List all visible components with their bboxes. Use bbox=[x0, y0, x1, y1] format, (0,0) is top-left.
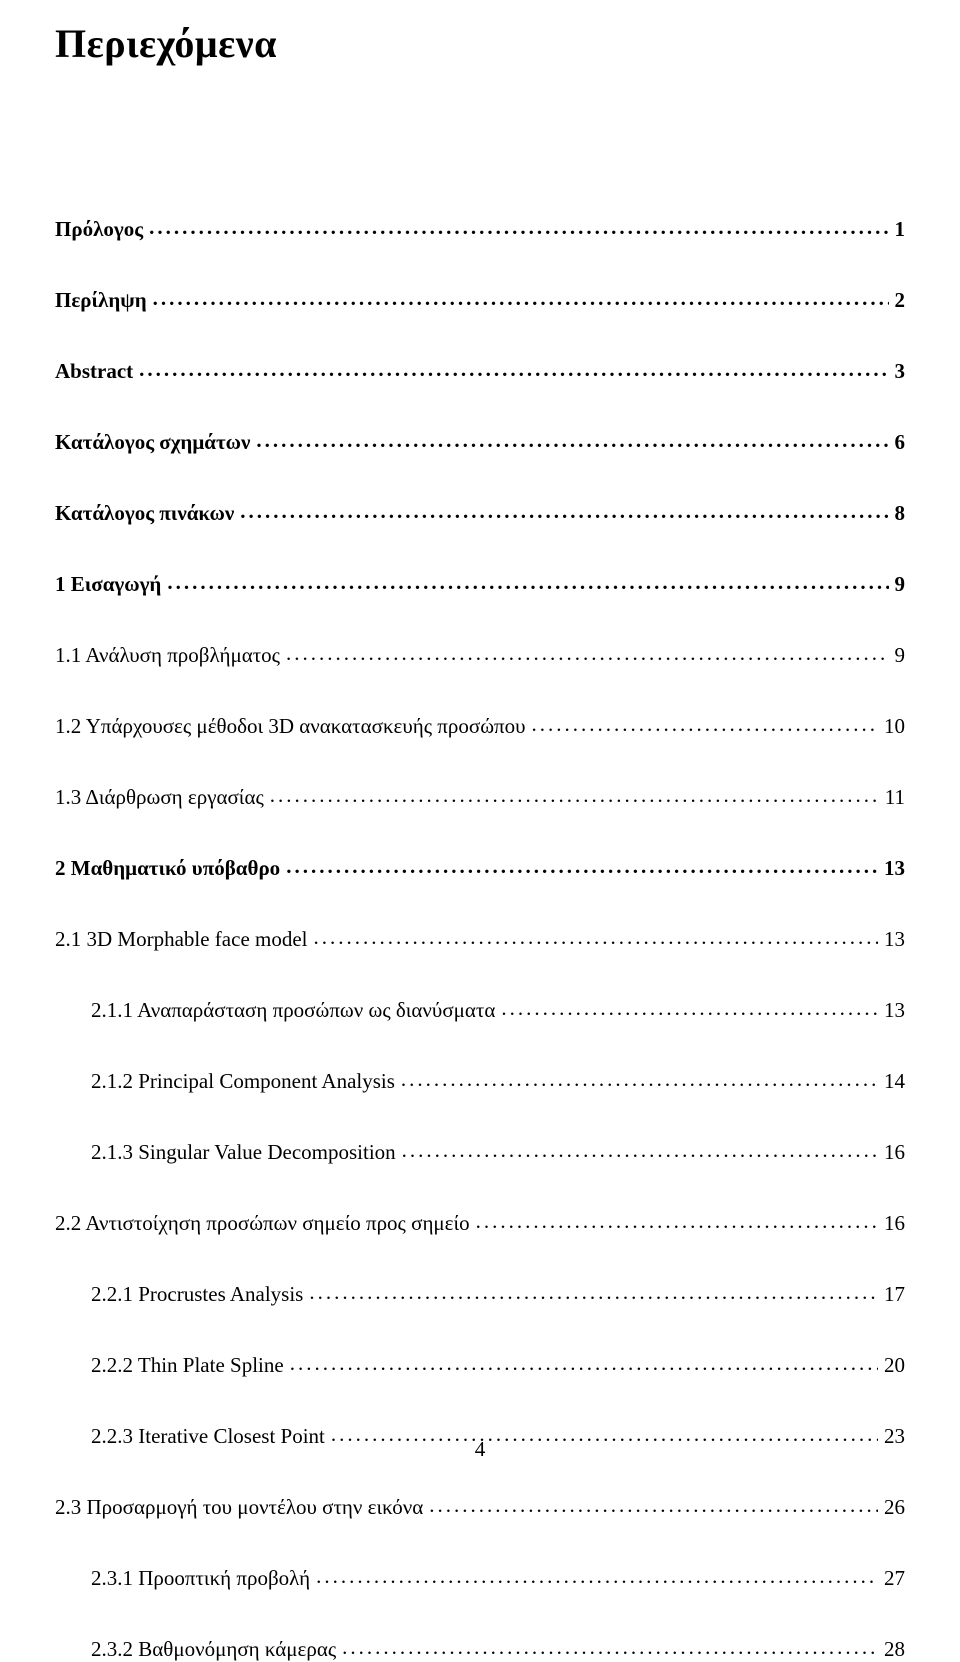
toc-row: Abstract 3 bbox=[55, 359, 905, 384]
toc-row: 2.2.2 Thin Plate Spline 20 bbox=[91, 1353, 905, 1378]
toc-row: 2.3.1 Προοπτική προβολή 27 bbox=[91, 1566, 905, 1591]
toc-leader-dots bbox=[401, 1067, 878, 1092]
toc-entry-page: 9 bbox=[895, 572, 906, 597]
toc-row: Κατάλογος πινάκων 8 bbox=[55, 501, 905, 526]
toc-entry-label: 2 Μαθηματικό υπόβαθρο bbox=[55, 856, 280, 881]
toc-entry-page: 2 bbox=[895, 288, 906, 313]
toc-leader-dots bbox=[476, 1209, 878, 1234]
toc-entry-label: 2.3.2 Βαθμονόμηση κάμερας bbox=[91, 1637, 336, 1662]
toc-row: 1.1 Ανάλυση προβλήματος 9 bbox=[55, 643, 905, 668]
toc-row: 1 Εισαγωγή 9 bbox=[55, 572, 905, 597]
toc-leader-dots bbox=[149, 215, 888, 240]
toc-entry-label: 2.3.1 Προοπτική προβολή bbox=[91, 1566, 310, 1591]
toc-leader-dots bbox=[153, 286, 889, 311]
toc-entry-page: 26 bbox=[884, 1495, 905, 1520]
toc-entry-label: Περίληψη bbox=[55, 288, 147, 313]
toc-entry-page: 14 bbox=[884, 1069, 905, 1094]
toc-entry-label: 2.1.1 Αναπαράσταση προσώπων ως διανύσματ… bbox=[91, 998, 495, 1023]
toc-leader-dots bbox=[501, 996, 878, 1021]
toc-entry-page: 9 bbox=[895, 643, 906, 668]
toc-row: Κατάλογος σχημάτων 6 bbox=[55, 430, 905, 455]
toc-row: 2.1.3 Singular Value Decomposition 16 bbox=[91, 1140, 905, 1165]
toc-leader-dots bbox=[309, 1280, 878, 1305]
toc-entry-page: 3 bbox=[895, 359, 906, 384]
toc-entry-label: 2.1.3 Singular Value Decomposition bbox=[91, 1140, 396, 1165]
toc-leader-dots bbox=[532, 712, 878, 737]
toc-leader-dots bbox=[256, 428, 888, 453]
toc-row: 2.3.2 Βαθμονόμηση κάμερας 28 bbox=[91, 1637, 905, 1662]
toc-entry-label: 1.3 Διάρθρωση εργασίας bbox=[55, 785, 264, 810]
toc-entry-label: 1 Εισαγωγή bbox=[55, 572, 161, 597]
toc-leader-dots bbox=[316, 1564, 878, 1589]
toc-entry-page: 16 bbox=[884, 1211, 905, 1236]
toc-entry-page: 11 bbox=[885, 785, 905, 810]
toc-row: 2.3 Προσαρμογή του μοντέλου στην εικόνα 2… bbox=[55, 1495, 905, 1520]
toc-leader-dots bbox=[270, 783, 879, 808]
toc-entry-page: 1 bbox=[895, 217, 906, 242]
toc-entry-page: 10 bbox=[884, 714, 905, 739]
toc-entry-label: 2.1.2 Principal Component Analysis bbox=[91, 1069, 395, 1094]
toc-entry-page: 28 bbox=[884, 1637, 905, 1662]
toc-entry-label: 2.2 Αντιστοίχηση προσώπων σημείο προς ση… bbox=[55, 1211, 470, 1236]
toc-entry-page: 20 bbox=[884, 1353, 905, 1378]
page-number: 4 bbox=[0, 1437, 960, 1462]
toc-leader-dots bbox=[240, 499, 888, 524]
toc-row: 2 Μαθηματικό υπόβαθρο 13 bbox=[55, 856, 905, 881]
toc-leader-dots bbox=[286, 854, 878, 879]
toc-entry-label: 2.3 Προσαρμογή του μοντέλου στην εικόνα bbox=[55, 1495, 423, 1520]
toc-row: Πρόλογος 1 bbox=[55, 217, 905, 242]
toc-leader-dots bbox=[167, 570, 888, 595]
toc-entry-label: 1.1 Ανάλυση προβλήματος bbox=[55, 643, 280, 668]
toc-row: Περίληψη 2 bbox=[55, 288, 905, 313]
toc-entry-page: 17 bbox=[884, 1282, 905, 1307]
toc-entry-label: 2.2.2 Thin Plate Spline bbox=[91, 1353, 284, 1378]
toc-entry-page: 13 bbox=[884, 998, 905, 1023]
toc-leader-dots bbox=[342, 1635, 878, 1660]
toc-entry-label: 1.2 Υπάρχουσες μέθοδοι 3D ανακατασκευής … bbox=[55, 714, 526, 739]
toc-row: 2.1 3D Morphable face model 13 bbox=[55, 927, 905, 952]
toc-row: 1.3 Διάρθρωση εργασίας 11 bbox=[55, 785, 905, 810]
toc-entry-label: 2.1 3D Morphable face model bbox=[55, 927, 308, 952]
toc-row: 2.1.2 Principal Component Analysis 14 bbox=[91, 1069, 905, 1094]
toc-entry-page: 6 bbox=[895, 430, 906, 455]
toc-row: 2.1.1 Αναπαράσταση προσώπων ως διανύσματ… bbox=[91, 998, 905, 1023]
document-page: Περιεχόμενα Πρόλογος 1 Περίληψη 2 Abstract 3 Κ… bbox=[0, 0, 960, 1480]
toc-entry-label: Κατάλογος πινάκων bbox=[55, 501, 234, 526]
toc-leader-dots bbox=[290, 1351, 878, 1376]
toc-leader-dots bbox=[314, 925, 878, 950]
toc-leader-dots bbox=[286, 641, 889, 666]
toc-row: 2.2.1 Procrustes Analysis 17 bbox=[91, 1282, 905, 1307]
toc-entry-label: Abstract bbox=[55, 359, 133, 384]
toc-leader-dots bbox=[402, 1138, 878, 1163]
toc-leader-dots bbox=[139, 357, 888, 382]
toc-leader-dots bbox=[429, 1493, 878, 1518]
page-title: Περιεχόμενα bbox=[55, 20, 905, 67]
toc-entry-page: 13 bbox=[884, 927, 905, 952]
toc-entry-label: Κατάλογος σχημάτων bbox=[55, 430, 250, 455]
toc-entry-label: 2.2.1 Procrustes Analysis bbox=[91, 1282, 303, 1307]
toc-entry-page: 27 bbox=[884, 1566, 905, 1591]
toc-row: 2.2 Αντιστοίχηση προσώπων σημείο προς ση… bbox=[55, 1211, 905, 1236]
toc-row: 1.2 Υπάρχουσες μέθοδοι 3D ανακατασκευής … bbox=[55, 714, 905, 739]
toc-entry-page: 16 bbox=[884, 1140, 905, 1165]
toc-entry-page: 13 bbox=[884, 856, 905, 881]
toc-entry-label: Πρόλογος bbox=[55, 217, 143, 242]
toc-entry-page: 8 bbox=[895, 501, 906, 526]
